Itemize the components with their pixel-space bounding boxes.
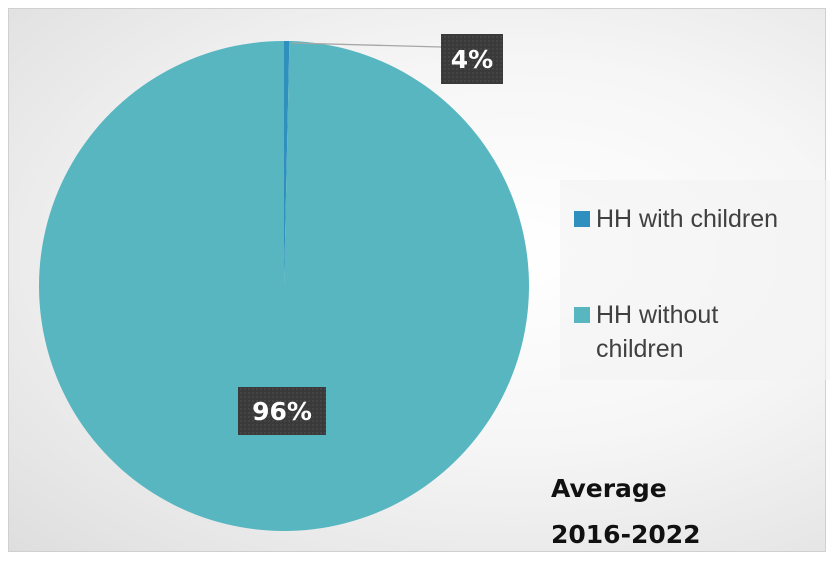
pie-slice-hh-with-children — [284, 41, 290, 286]
data-label-hh-without-children: 96% — [238, 387, 326, 435]
data-label-text: 4% — [451, 45, 493, 74]
caption-line-1: Average — [551, 474, 667, 503]
legend-label: HH without children — [596, 301, 719, 363]
legend-swatch — [574, 307, 590, 323]
pie-slices — [38, 41, 529, 531]
leader-line-hh-with-children — [291, 42, 442, 48]
chart-caption: Average 2016-2022 — [551, 466, 701, 558]
legend-label: HH with children — [596, 205, 779, 233]
legend: HH with children HH without children — [560, 180, 830, 380]
data-label-text: 96% — [252, 397, 312, 426]
legend-item-hh-without-children: HH without children — [574, 298, 744, 366]
data-label-hh-with-children: 4% — [441, 34, 503, 84]
caption-line-2: 2016-2022 — [551, 520, 701, 549]
pie-slice-hh-without-children — [38, 41, 529, 531]
legend-swatch — [574, 211, 590, 227]
legend-item-hh-with-children: HH with children — [574, 202, 778, 236]
